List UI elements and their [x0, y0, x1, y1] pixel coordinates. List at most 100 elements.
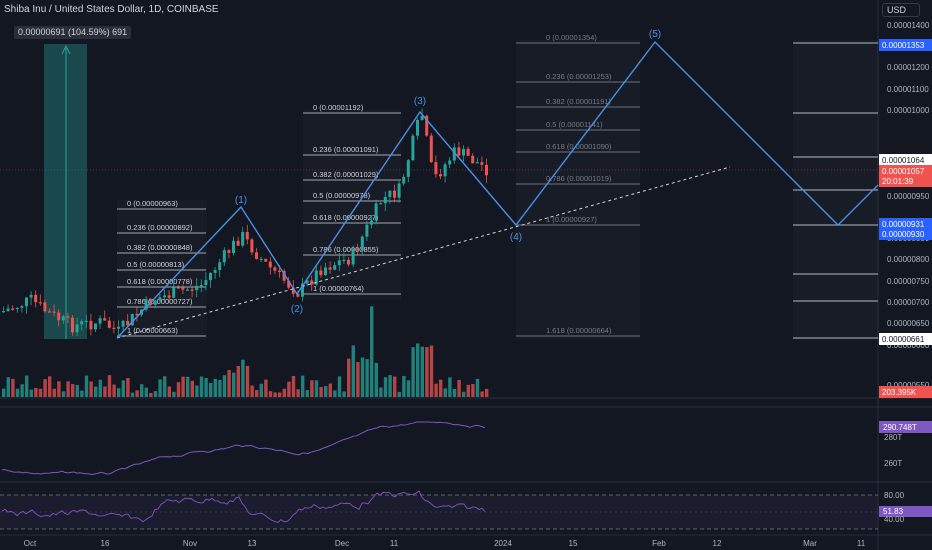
measure-label: 0.00000691 (104.59%) 691 — [14, 26, 132, 39]
candle — [347, 259, 350, 265]
fib-label: 0 (0.00001192) — [313, 103, 364, 112]
volume-bar — [471, 384, 475, 397]
price-tick: 0.00000800 — [887, 255, 930, 264]
fib-label: 0.786 (0.00000727) — [127, 297, 193, 306]
candle — [480, 162, 484, 165]
fib-zone-3 — [516, 40, 640, 340]
price-tick: 0.00001100 — [887, 85, 929, 94]
volume-bar — [452, 388, 457, 397]
symbol-title: Shiba Inu / United States Dollar, 1D, CO… — [4, 4, 219, 15]
candle — [121, 320, 125, 327]
volume-bar — [20, 384, 24, 397]
fib-label: 1 (0.00000764) — [313, 284, 364, 293]
volume-bar — [305, 390, 309, 397]
volume-bar — [43, 379, 47, 397]
obv-line — [1, 421, 486, 476]
time-tick: 13 — [248, 539, 257, 548]
candle — [273, 267, 277, 271]
volume-bar — [38, 388, 43, 397]
candle — [264, 258, 268, 262]
candle — [475, 162, 479, 164]
candle — [452, 147, 456, 161]
obv-tick: 260T — [884, 459, 902, 468]
rsi-value-bg — [879, 506, 932, 517]
volume-bar — [351, 345, 355, 397]
volume-bar — [273, 392, 277, 397]
volume-bar — [213, 378, 217, 397]
badge-support-a-bg — [879, 218, 932, 230]
fib-label: 0.236 (0.00001091) — [313, 145, 379, 154]
volume-bar — [61, 391, 66, 397]
volume-bar — [163, 376, 167, 397]
volume-bar — [181, 376, 185, 397]
candle — [163, 295, 166, 298]
time-tick: Mar — [803, 539, 817, 548]
badge-volume: 203.395K — [882, 388, 917, 397]
badge-last-price-bg — [879, 165, 932, 177]
volume-bar — [144, 387, 148, 397]
volume-bar — [195, 385, 199, 397]
candle — [112, 327, 116, 329]
candle — [305, 280, 309, 284]
volume-bar — [57, 381, 61, 397]
currency-button[interactable]: USD — [882, 3, 920, 17]
candle — [167, 295, 171, 298]
candle — [485, 164, 488, 176]
fib-label: 0.236 (0.00001253) — [546, 72, 612, 81]
wave-label-1: (1) — [235, 195, 247, 206]
candle — [337, 260, 341, 266]
candle — [434, 162, 438, 175]
candle — [20, 306, 24, 308]
candle — [144, 299, 148, 310]
time-tick: Feb — [652, 539, 666, 548]
candle — [241, 232, 245, 246]
volume-bar — [370, 306, 374, 397]
volume-bar — [186, 376, 190, 397]
volume-bar — [227, 369, 231, 397]
volume-bar — [342, 391, 346, 397]
candle — [443, 164, 447, 177]
candle — [172, 287, 176, 298]
candle — [61, 316, 65, 321]
candle — [406, 160, 410, 177]
candle — [209, 272, 212, 281]
fib-label: 0 (0.00000963) — [127, 199, 178, 208]
volume-bar — [117, 388, 121, 397]
main-pane — [0, 0, 878, 398]
volume-bar — [11, 378, 15, 397]
candle — [255, 252, 258, 259]
volume-bar — [443, 388, 447, 397]
volume-bar — [209, 383, 213, 397]
volume-bar — [167, 386, 171, 397]
candle — [107, 320, 111, 328]
candle — [402, 176, 406, 184]
candle — [199, 285, 203, 287]
volume-bar — [462, 391, 466, 397]
fib-label: 0.382 (0.00001191) — [546, 97, 611, 106]
volume-bar — [402, 375, 406, 397]
volume-bar — [434, 383, 438, 397]
candle — [94, 323, 97, 330]
candle — [66, 316, 70, 318]
candle — [278, 270, 281, 272]
candle — [291, 287, 295, 294]
fib-label: 0.382 (0.00000848) — [127, 243, 193, 252]
candle — [227, 250, 231, 253]
volume-bar — [457, 379, 461, 397]
candle — [25, 297, 28, 307]
volume-bar — [291, 375, 296, 397]
candle — [259, 258, 263, 261]
volume-bar — [34, 387, 38, 397]
rsi-tick: 40.00 — [884, 515, 905, 524]
candle — [29, 294, 33, 298]
time-tick: Dec — [335, 539, 349, 548]
price-tick: 0.00000600 — [887, 341, 930, 350]
candle — [6, 308, 10, 312]
candle — [457, 147, 461, 156]
badge-low: 0.00000661 — [882, 335, 925, 344]
candle — [186, 289, 189, 291]
volume-bar — [429, 345, 434, 397]
price-tick: 0.00001000 — [887, 106, 930, 115]
